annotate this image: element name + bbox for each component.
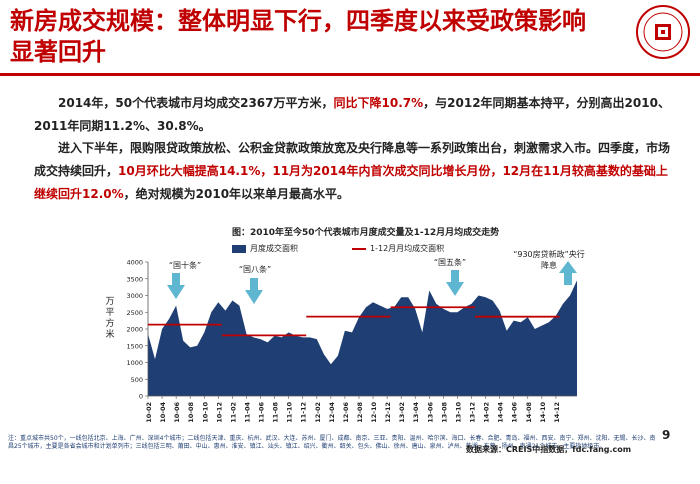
y-tick-label: 2000 <box>126 326 143 334</box>
arrow-down-icon <box>446 270 464 296</box>
x-tick-label: 13-08 <box>440 402 448 423</box>
x-tick-label: 13-10 <box>454 402 462 423</box>
page-number: 9 <box>662 428 671 442</box>
summary-paragraph-2: 进入下半年，限购限贷政策放松、公积金贷款政策放宽及央行降息等一系列政策出台，刺激… <box>34 137 674 206</box>
x-tick-label: 12-06 <box>342 402 350 423</box>
y-tick-label: 3500 <box>126 275 143 283</box>
p1-text-b: ，与2012年同期基本持平，分别高出2010、2011年同期11.2%、30.8… <box>34 96 670 133</box>
p1-highlight: 同比下降10.7% <box>333 96 424 110</box>
x-tick-label: 12-08 <box>356 402 364 423</box>
x-tick-label: 14-08 <box>525 402 533 423</box>
y-tick-label: 3000 <box>126 292 143 300</box>
p2-text-a: 进入下半年，限购限贷政策放松、公积金贷款政策放宽及央行降息等一系列政策出台，刺激… <box>34 141 671 178</box>
legend-line: 1-12月月均成交面积 <box>352 243 444 254</box>
legend-area-label: 月度成交面积 <box>250 244 298 253</box>
p2-highlight-2: 12月在11月较高基数的基础上继续回升12.0% <box>34 164 668 201</box>
annotation-guoshitiao: “国十条” <box>168 261 202 270</box>
x-tick-label: 12-02 <box>314 402 322 423</box>
x-tick-label: 11-02 <box>229 402 237 423</box>
x-tick-label: 13-06 <box>426 402 434 423</box>
x-tick-label: 11-12 <box>300 402 308 423</box>
y-tick-label: 4000 <box>126 259 143 267</box>
logo-seal-icon <box>636 5 690 59</box>
footnote: 注：重点城市共50个，一线包括北京、上海、广州、深圳4个城市；二线包括天津、重庆… <box>8 435 656 450</box>
x-tick-label: 12-04 <box>328 402 336 423</box>
x-tick-label: 12-12 <box>384 402 392 423</box>
legend-line-label: 1-12月月均成交面积 <box>370 244 445 253</box>
summary-paragraph-1: 2014年，50个代表城市月均成交2367万平方米，同比下降10.7%，与201… <box>34 92 674 138</box>
data-source: 数据来源：CREIS中指数据，fdc.fang.com <box>466 445 632 454</box>
x-tick-label: 12-10 <box>370 402 378 423</box>
legend-area-swatch <box>232 244 246 253</box>
annotation-930-policy: “930房贷新政”央行降息 <box>513 250 585 270</box>
p1-text-a: 2014年，50个代表城市月均成交2367万平方米， <box>58 96 334 110</box>
legend-area: 月度成交面积 <box>232 243 298 254</box>
area-series-monthly <box>148 280 577 396</box>
x-tick-label: 14-06 <box>511 402 519 423</box>
y-tick-label: 500 <box>131 376 143 384</box>
x-tick-label: 11-06 <box>258 402 266 423</box>
x-tick-label: 10-08 <box>187 402 195 423</box>
x-tick-label: 13-12 <box>469 402 477 423</box>
y-axis-label: 万平方米 <box>105 297 115 340</box>
annotation-guobatiao: “国八条” <box>238 265 272 274</box>
x-tick-label: 10-04 <box>159 402 167 423</box>
arrow-up-icon <box>559 261 577 285</box>
y-tick-label: 1500 <box>126 342 143 350</box>
annotation-guowutiao: “国五条” <box>433 258 467 267</box>
y-tick-label: 1000 <box>126 359 143 367</box>
x-tick-label: 14-12 <box>553 402 561 423</box>
y-tick-label: 2500 <box>126 309 143 317</box>
arrow-down-icon <box>167 273 185 299</box>
x-tick-label: 10-10 <box>201 402 209 423</box>
x-tick-label: 13-02 <box>398 402 406 423</box>
x-tick-label: 14-02 <box>483 402 491 423</box>
arrow-down-icon <box>245 278 263 304</box>
y-tick-label: 0 <box>139 393 143 401</box>
p2-highlight-1: 10月环比大幅提高14.1%，11月为2014年内首次成交同比增长月份， <box>118 164 503 178</box>
x-tick-label: 14-10 <box>539 402 547 423</box>
x-tick-label: 14-04 <box>497 402 505 423</box>
x-tick-label: 11-04 <box>243 402 251 423</box>
x-tick-label: 13-04 <box>412 402 420 423</box>
x-tick-label: 10-06 <box>173 402 181 423</box>
x-tick-label: 10-02 <box>145 402 153 423</box>
x-tick-label: 11-08 <box>272 402 280 423</box>
title-divider <box>0 73 700 76</box>
p2-text-b: ，绝对规模为2010年以来单月最高水平。 <box>123 187 350 201</box>
legend-line-swatch <box>352 247 366 250</box>
x-tick-label: 10-12 <box>215 402 223 423</box>
page-title: 新房成交规模：整体明显下行，四季度以来受政策影响显著回升 <box>10 7 586 66</box>
x-tick-label: 11-10 <box>286 402 294 423</box>
chart-title: 图：2010年至今50个代表城市月度成交量及1-12月月均成交走势 <box>232 228 500 238</box>
